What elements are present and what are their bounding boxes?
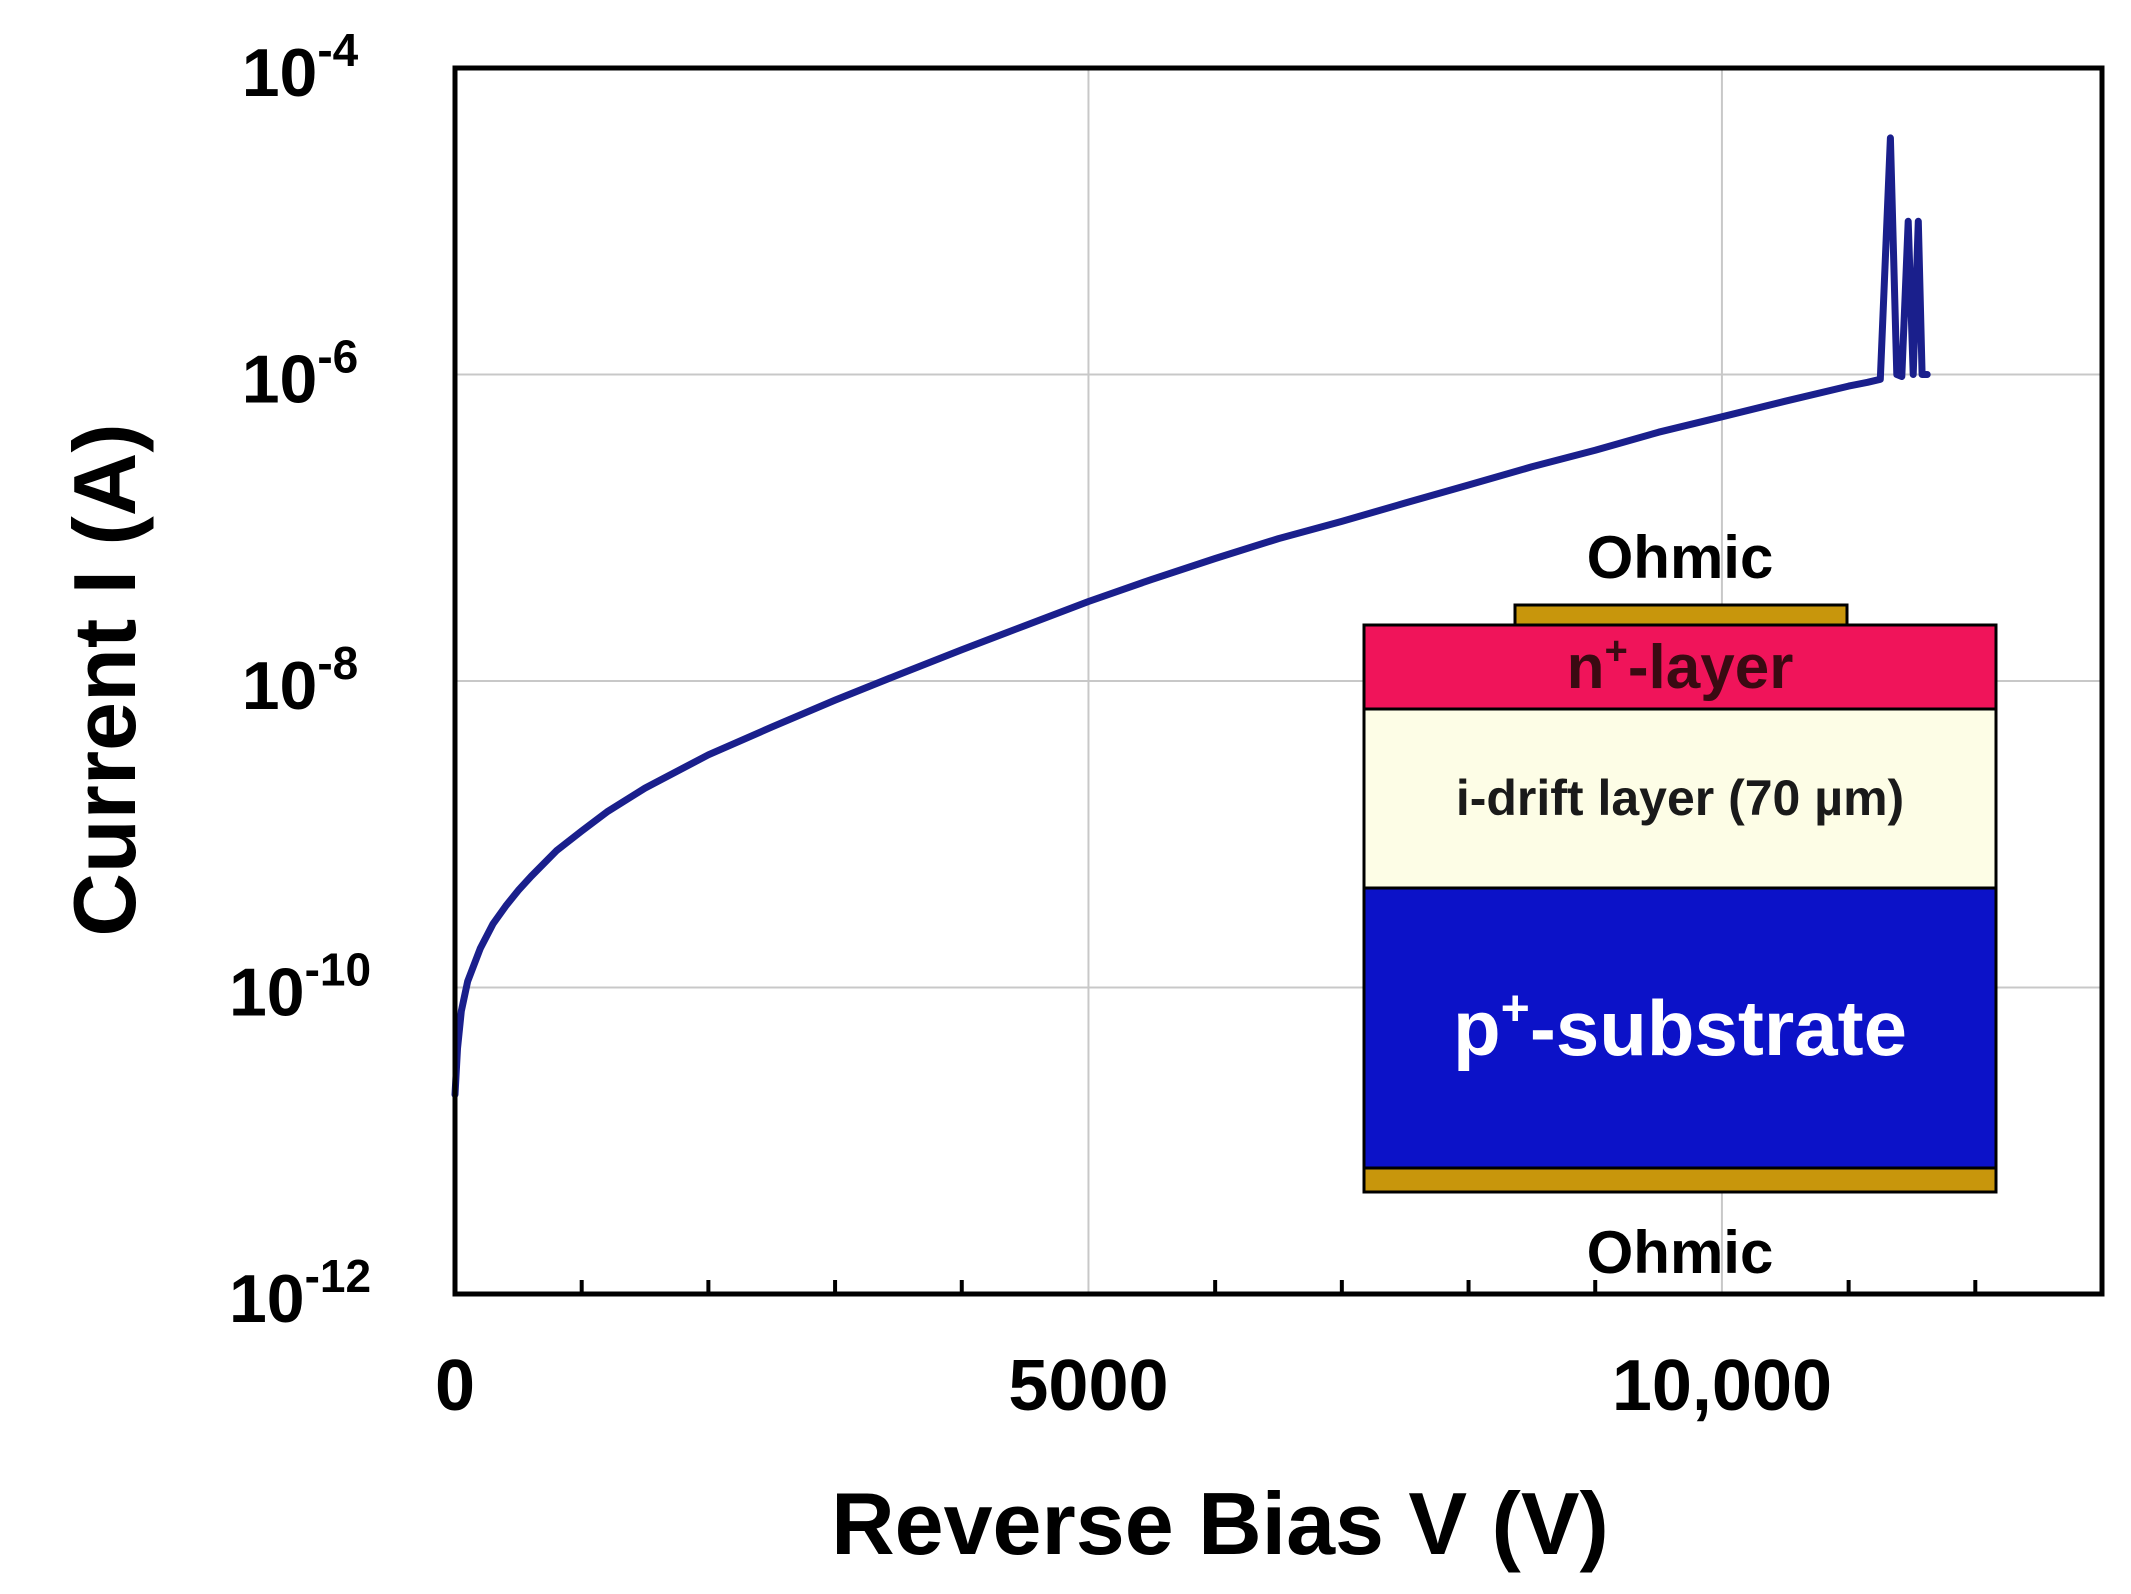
n-layer-label: n+-layer xyxy=(1567,629,1794,702)
y-tick-label-base: 10 xyxy=(229,955,305,1031)
y-tick-label-base: 10 xyxy=(242,648,318,724)
substrate-label: p+-substrate xyxy=(1453,980,1907,1072)
substrate-label-rest: -substrate xyxy=(1530,984,1907,1072)
plot-frame xyxy=(452,65,2105,1297)
current-voltage-curve xyxy=(451,134,1931,1099)
bottom-ohmic-label: Ohmic xyxy=(1587,1219,1774,1286)
y-tick-label: 10-4 xyxy=(242,24,359,111)
y-tick-label: 10-8 xyxy=(242,637,359,724)
substrate-label-sup: + xyxy=(1501,980,1530,1036)
n-layer-label-sup: + xyxy=(1605,629,1628,673)
x-tick-label: 0 xyxy=(435,1346,475,1426)
n-layer-label-base: n xyxy=(1567,633,1605,702)
x-tick-label: 5000 xyxy=(1008,1346,1168,1426)
device-cross-section-inset: Ohmic n+-layer i-drift layer (70 µm) p+-… xyxy=(1362,524,1998,1286)
x-tick-labels: 0 5000 10,000 xyxy=(435,1346,1832,1426)
series-layer xyxy=(451,134,1931,1099)
bottom-ohmic-contact xyxy=(1362,1166,1998,1194)
y-tick-label-exponent: -6 xyxy=(317,331,358,383)
x-tick-label: 10,000 xyxy=(1612,1346,1832,1426)
y-tick-label: 10-12 xyxy=(229,1250,371,1337)
top-ohmic-contact xyxy=(1513,603,1849,627)
drift-layer-label: i-drift layer (70 µm) xyxy=(1456,770,1904,826)
y-axis-title: Current I (A) xyxy=(55,423,154,936)
y-tick-label-exponent: -12 xyxy=(305,1250,371,1302)
y-tick-label-base: 10 xyxy=(229,1261,305,1337)
y-tick-label: 10-10 xyxy=(229,944,371,1031)
substrate-label-base: p xyxy=(1453,984,1501,1072)
n-layer-label-rest: -layer xyxy=(1628,633,1793,702)
y-tick-label-exponent: -4 xyxy=(317,24,358,76)
top-ohmic-label: Ohmic xyxy=(1587,524,1774,591)
y-tick-label-exponent: -8 xyxy=(317,637,358,689)
y-tick-label-base: 10 xyxy=(242,35,318,111)
y-tick-label-exponent: -10 xyxy=(305,944,371,996)
x-axis-title: Reverse Bias V (V) xyxy=(831,1474,1609,1573)
y-tick-label: 10-6 xyxy=(242,331,359,418)
y-tick-label-base: 10 xyxy=(242,342,318,418)
